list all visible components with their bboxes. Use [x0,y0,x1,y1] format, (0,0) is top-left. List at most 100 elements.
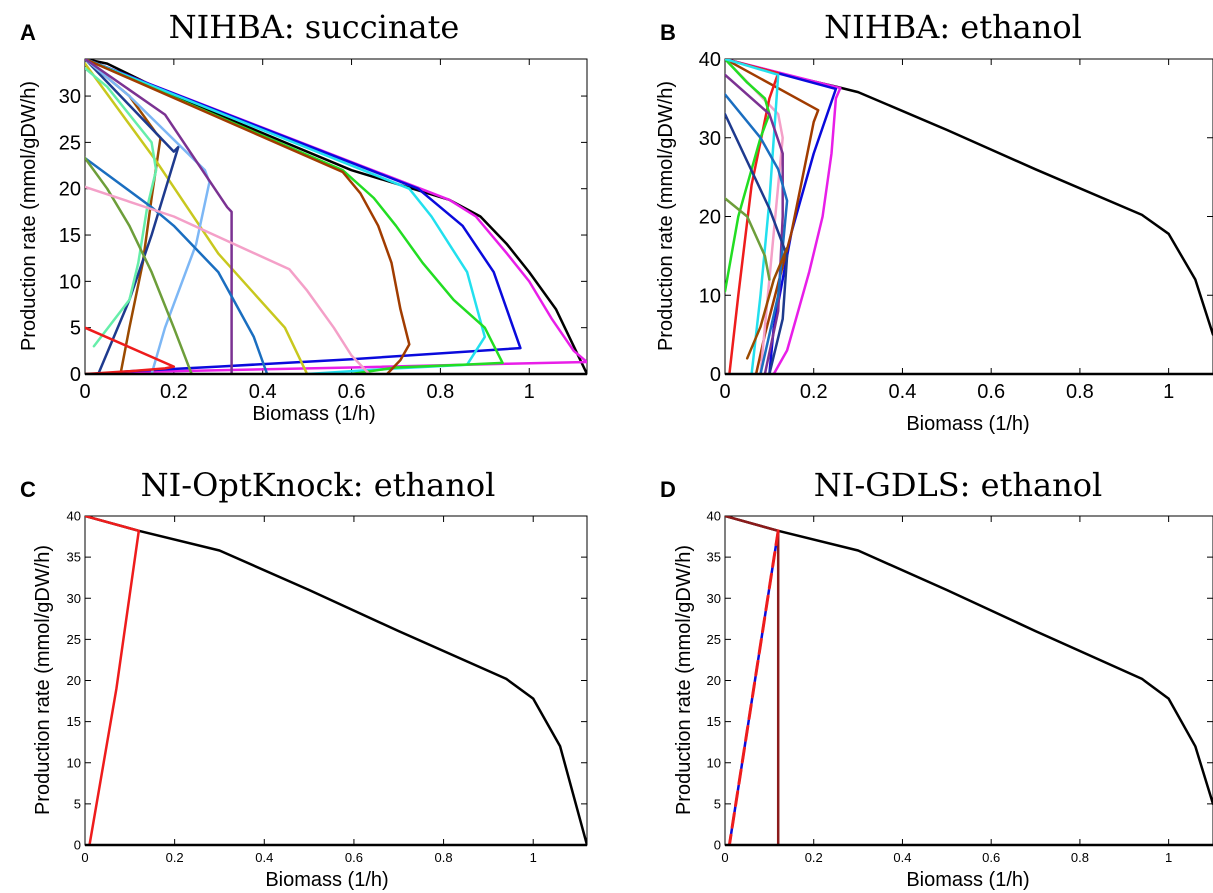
series-line-2 [85,59,587,374]
series-line-16 [85,326,176,374]
y-tick-label: 25 [67,632,81,647]
x-tick-label: 1 [524,381,535,403]
x-tick-label: 0.8 [1066,381,1094,403]
panel-label: A [20,20,36,45]
series-line-6 [85,59,411,374]
series-group [85,59,587,374]
y-tick-label: 10 [699,285,721,307]
x-tick-label: 0.4 [255,850,273,865]
x-tick-label: 0.4 [889,381,917,403]
panel-label: C [20,477,36,502]
y-tick-label: 35 [67,550,81,565]
series-line-14 [85,156,193,374]
x-tick-label: 0.6 [338,381,366,403]
panel-c: 0 0.2 0.4 0.6 0.8 10510152025303540NI-OptKnoc… [20,466,588,891]
y-tick-label: 10 [59,271,81,293]
series-line-1 [85,516,587,845]
y-tick-label: 25 [707,632,721,647]
y-tick-label: 20 [59,179,81,201]
y-tick-label: 30 [707,591,721,606]
y-tick-label: 20 [699,207,721,229]
y-tick-label: 30 [67,591,81,606]
panel-title: NIHBA: ethanol [824,8,1082,46]
panel-label: D [660,477,676,502]
series-line-2 [85,516,141,845]
x-tick-label: 0.4 [893,850,911,865]
x-tick-label: 1 [530,850,537,865]
series-line-13 [85,156,269,374]
y-tick-label: 15 [59,225,81,247]
x-tick-label: 0.2 [160,381,188,403]
series-line-12 [725,197,771,281]
y-tick-label: 25 [59,132,81,154]
series-line-11 [85,59,233,374]
y-tick-label: 20 [707,673,721,688]
x-tick-label: 0 [721,850,728,865]
x-tick-label: 0.6 [345,850,363,865]
y-tick-label: 0 [710,364,721,386]
y-tick-label: 10 [707,755,721,770]
series-line-11 [725,112,789,374]
series-line-1 [725,516,1213,806]
series-group [725,516,1213,845]
y-axis-label: Production rate (mmol/gDW/h) [673,545,695,815]
y-tick-label: 0 [74,838,81,853]
y-tick-label: 20 [67,673,81,688]
x-tick-label: 0.8 [435,850,453,865]
y-tick-label: 35 [707,550,721,565]
series-group [85,516,587,845]
y-tick-label: 5 [70,318,81,340]
y-tick-label: 0 [714,838,721,853]
series-line-4 [727,529,780,845]
series-line-10 [725,93,789,374]
panel-label: B [660,20,676,45]
x-axis-label: Biomass (1/h) [252,403,375,425]
y-axis-label: Production rate (mmol/gDW/h) [18,81,40,351]
series-line-5 [85,59,504,374]
x-tick-label: 0.8 [1071,850,1089,865]
series-line-8 [725,59,780,374]
y-tick-label: 5 [714,796,721,811]
x-tick-label: 0.2 [166,850,184,865]
series-group [725,59,1213,374]
y-tick-label: 40 [67,509,81,524]
series-line-2 [725,59,842,374]
y-tick-label: 10 [67,755,81,770]
series-line-15 [85,185,371,374]
y-axis-label: Production rate (mmol/gDW/h) [32,545,54,815]
x-axis-label: Biomass (1/h) [906,869,1029,891]
series-line-2 [725,516,780,845]
x-tick-label: 0.2 [800,381,828,403]
x-tick-label: 0.6 [977,381,1005,403]
x-tick-label: 0.6 [982,850,1000,865]
panel-title: NI-OptKnock: ethanol [141,466,496,504]
y-axis-label: Production rate (mmol/gDW/h) [655,81,677,351]
x-tick-label: 1 [1165,850,1172,865]
x-axis-label: Biomass (1/h) [265,869,388,891]
y-tick-label: 30 [699,128,721,150]
y-tick-label: 15 [707,714,721,729]
y-tick-label: 15 [67,714,81,729]
series-line-12 [85,67,158,348]
y-tick-label: 5 [74,796,81,811]
x-tick-label: 0 [79,381,90,403]
y-tick-label: 40 [699,49,721,71]
y-tick-label: 0 [70,364,81,386]
panel-title: NIHBA: succinate [169,8,460,46]
series-line-13 [745,246,789,360]
x-tick-label: 1 [1163,381,1174,403]
plot-frame [84,515,588,846]
x-tick-label: 0.8 [426,381,454,403]
x-axis-label: Biomass (1/h) [906,413,1029,435]
y-tick-label: 40 [707,509,721,524]
series-line-8 [85,62,309,374]
y-tick-label: 30 [59,86,81,108]
plot-frame [724,515,1213,846]
x-tick-label: 0.2 [805,850,823,865]
plot-frame [724,58,1213,375]
panel-title: NI-GDLS: ethanol [814,466,1102,504]
